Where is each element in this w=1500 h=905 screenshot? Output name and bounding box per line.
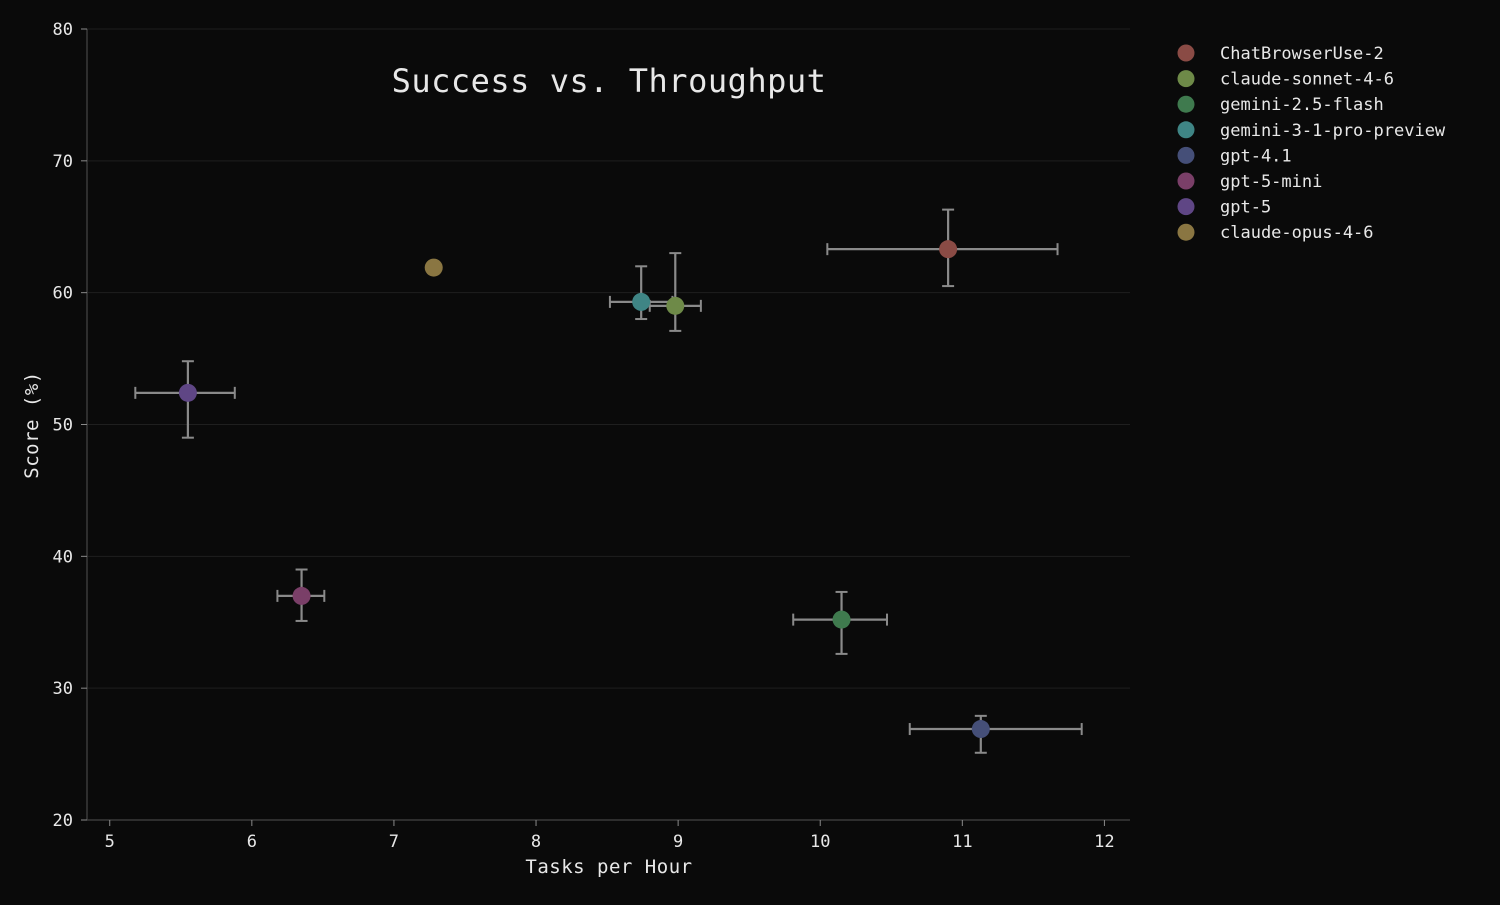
grid [87, 28, 1130, 821]
legend-marker [1177, 44, 1195, 62]
y-tick-label: 40 [53, 547, 73, 567]
x-tick-label: 11 [952, 832, 972, 852]
legend-marker [1177, 223, 1195, 241]
legend-marker [1177, 121, 1195, 139]
legend-label: gemini-2.5-flash [1220, 95, 1384, 115]
x-tick-label: 7 [389, 832, 399, 852]
data-point-gpt-5 [178, 383, 197, 402]
data-points [178, 240, 990, 739]
legend-label: gpt-5 [1220, 198, 1271, 218]
legend-label: claude-opus-4-6 [1220, 223, 1374, 243]
y-tick-label: 80 [53, 20, 73, 40]
legend-marker [1177, 172, 1195, 190]
y-tick-label: 60 [53, 284, 73, 304]
chart-title: Success vs. Throughput [392, 62, 827, 100]
legend: ChatBrowserUse-2 claude-sonnet-4-6 gemini-… [1177, 44, 1446, 243]
data-point-gemini-3-1-pro-preview [632, 292, 651, 311]
x-tick-label: 12 [1094, 832, 1114, 852]
legend-label: gpt-5-mini [1220, 172, 1322, 192]
legend-label: claude-sonnet-4-6 [1220, 70, 1394, 90]
legend-marker [1177, 95, 1195, 113]
legend-label: gpt-4.1 [1220, 146, 1292, 166]
x-tick-label: 9 [673, 832, 683, 852]
x-axis-label: Tasks per Hour [525, 856, 692, 878]
data-point-gpt-4.1 [971, 720, 990, 739]
y-tick-label: 20 [53, 811, 73, 831]
data-point-claude-sonnet-4-6 [666, 296, 685, 315]
data-point-gpt-5-mini [292, 586, 311, 605]
legend-label: gemini-3-1-pro-preview [1220, 121, 1446, 141]
data-point-claude-opus-4-6 [424, 258, 443, 277]
y-axis-label: Score (%) [21, 371, 43, 478]
ticks: 20 30 40 50 60 70 80 5 6 7 8 9 10 11 12 [53, 20, 1115, 852]
x-tick-label: 8 [531, 832, 541, 852]
legend-marker [1177, 146, 1195, 164]
legend-marker [1177, 198, 1195, 216]
x-tick-label: 10 [810, 832, 830, 852]
x-tick-label: 6 [247, 832, 257, 852]
y-tick-label: 50 [53, 416, 73, 436]
y-tick-label: 70 [53, 152, 73, 172]
y-tick-label: 30 [53, 679, 73, 699]
data-point-ChatBrowserUse-2 [939, 240, 958, 259]
legend-marker [1177, 70, 1195, 88]
legend-label: ChatBrowserUse-2 [1220, 44, 1384, 64]
data-point-gemini-2.5-flash [832, 610, 851, 629]
x-tick-label: 5 [105, 832, 115, 852]
error-bars [134, 208, 1083, 754]
